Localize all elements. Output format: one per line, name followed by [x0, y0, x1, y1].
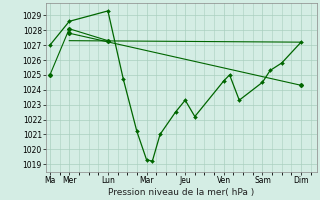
X-axis label: Pression niveau de la mer( hPa ): Pression niveau de la mer( hPa ) — [108, 188, 254, 197]
